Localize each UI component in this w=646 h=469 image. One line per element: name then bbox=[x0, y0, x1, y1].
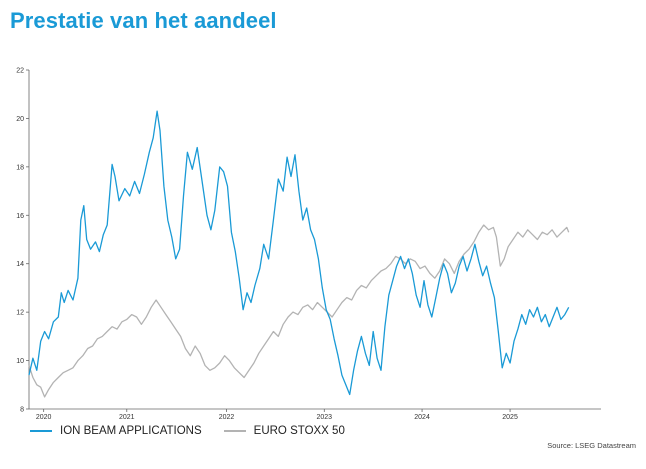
chart-series bbox=[28, 110, 570, 398]
legend-swatch-series-0 bbox=[30, 430, 52, 432]
series-line-0 bbox=[28, 110, 570, 396]
source-note: Source: LSEG Datastream bbox=[547, 441, 636, 450]
y-tick-label: 14 bbox=[16, 261, 24, 268]
chart-title: Prestatie van het aandeel bbox=[10, 8, 277, 33]
y-tick-label: 12 bbox=[16, 310, 24, 317]
chart-legend: ION BEAM APPLICATIONS EURO STOXX 50 bbox=[30, 425, 367, 437]
legend-swatch-series-1 bbox=[223, 430, 246, 432]
x-tick-label: 2024 bbox=[414, 414, 430, 421]
x-tick-label: 2022 bbox=[219, 414, 235, 421]
series-line-1 bbox=[28, 224, 570, 398]
x-tick-label: 2025 bbox=[502, 414, 518, 421]
x-tick-label: 2021 bbox=[119, 414, 135, 421]
legend-label-series-1: EURO STOXX 50 bbox=[253, 425, 345, 437]
y-tick-label: 20 bbox=[16, 116, 24, 123]
y-tick-label: 10 bbox=[16, 358, 24, 365]
y-tick-label: 22 bbox=[16, 68, 24, 75]
y-tick-label: 16 bbox=[16, 213, 24, 220]
legend-item-series-1: EURO STOXX 50 bbox=[223, 425, 345, 437]
x-tick-label: 2020 bbox=[36, 414, 52, 421]
x-tick-label: 2023 bbox=[316, 414, 332, 421]
y-tick-label: 18 bbox=[16, 164, 24, 171]
legend-item-series-0: ION BEAM APPLICATIONS bbox=[30, 425, 202, 437]
legend-label-series-0: ION BEAM APPLICATIONS bbox=[60, 425, 202, 437]
y-tick-label: 8 bbox=[20, 407, 24, 414]
